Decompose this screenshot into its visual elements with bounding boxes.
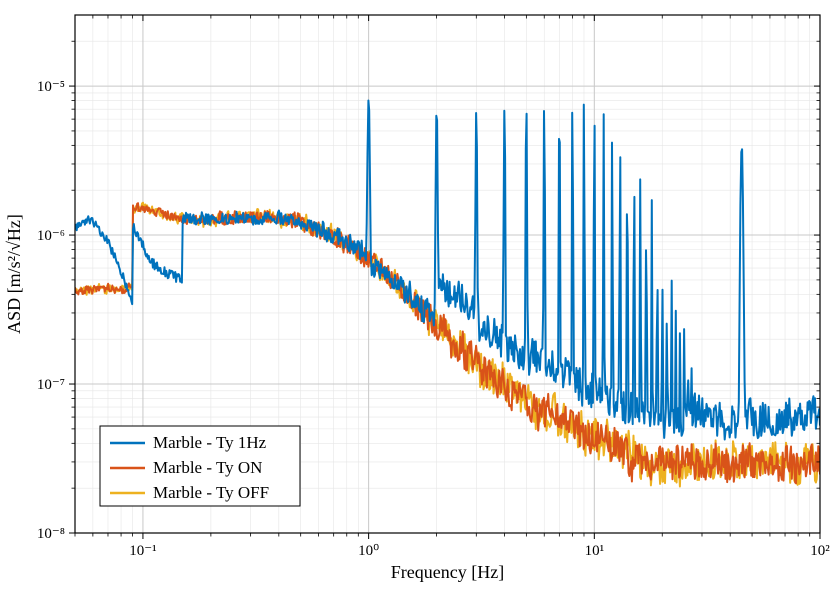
legend: Marble - Ty 1Hz Marble - Ty ON Marble - Ty…	[100, 426, 300, 506]
ytick-label: 10⁻⁸	[37, 526, 65, 542]
ylabel: ASD [m/s²/√Hz]	[4, 214, 24, 334]
spectrum-chart: 10⁻¹ 10⁰ 10¹ 10² 10⁻⁸ 10⁻⁷ 10⁻⁶ 10⁻⁵ Frequency […	[0, 0, 830, 590]
ytick-label: 10⁻⁵	[37, 79, 65, 95]
ytick-label: 10⁻⁶	[37, 228, 65, 244]
xtick-label: 10²	[810, 543, 830, 559]
xtick-label: 10⁻¹	[129, 543, 156, 559]
xtick-label: 10⁰	[358, 543, 379, 559]
legend-label: Marble - Ty 1Hz	[153, 433, 267, 452]
ytick-label: 10⁻⁷	[37, 377, 65, 393]
xlabel: Frequency [Hz]	[391, 562, 504, 582]
legend-label: Marble - Ty ON	[153, 458, 262, 477]
xtick-label: 10¹	[585, 543, 605, 559]
chart-svg: 10⁻¹ 10⁰ 10¹ 10² 10⁻⁸ 10⁻⁷ 10⁻⁶ 10⁻⁵ Frequency […	[0, 0, 830, 590]
legend-label: Marble - Ty OFF	[153, 483, 269, 502]
